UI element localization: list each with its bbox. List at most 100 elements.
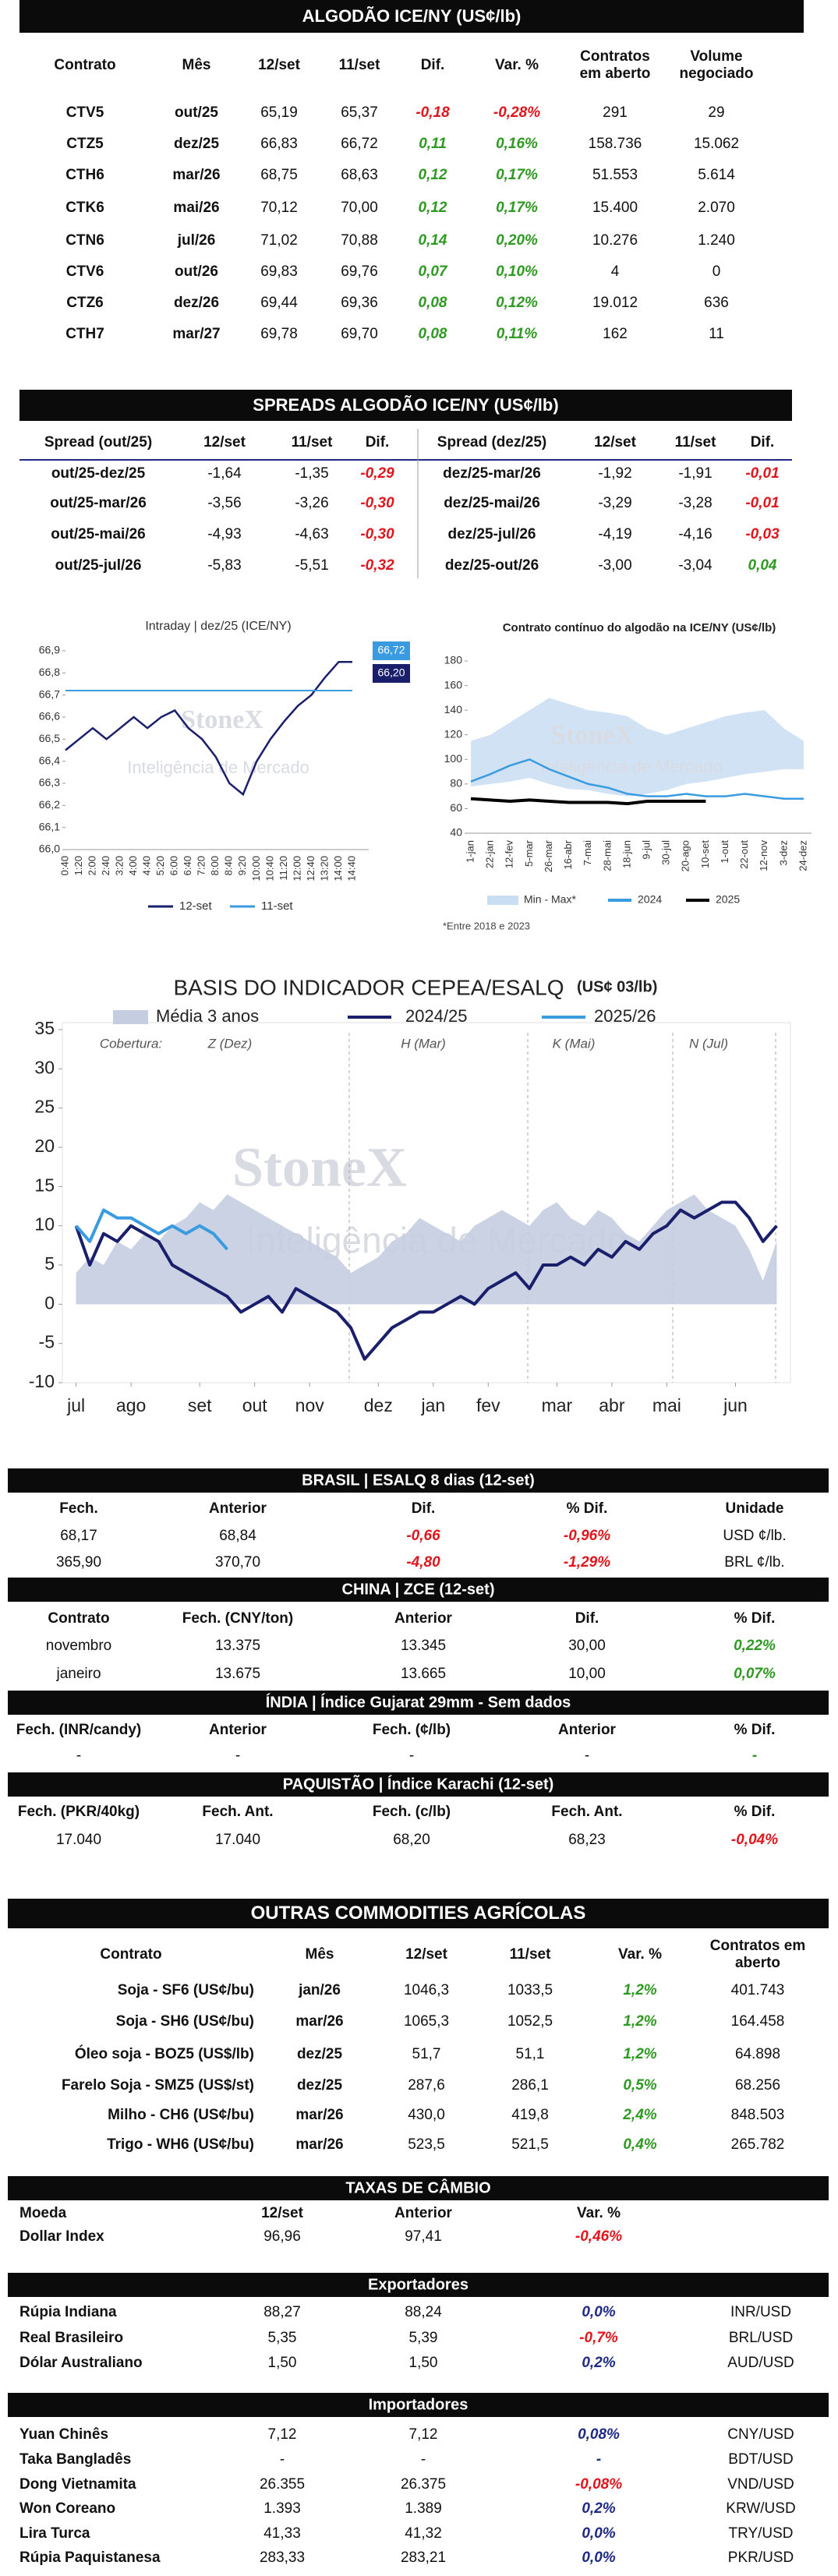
- line-series: [470, 797, 706, 806]
- table-cell: 0,0%: [582, 2304, 616, 2321]
- y-tick-label: 100: [444, 752, 463, 765]
- column-header: Fech. (PKR/40kg): [17, 1804, 140, 1821]
- section-bar: [19, 0, 804, 33]
- table-cell: 68,63: [341, 167, 378, 184]
- table-cell: 13.665: [400, 1666, 447, 1683]
- table-cell: CTZ5: [66, 136, 104, 153]
- table-cell: -5,51: [295, 557, 329, 574]
- table-cell: 283,33: [259, 2549, 306, 2567]
- column-header: Contrato: [54, 57, 116, 74]
- section-title: TAXAS DE CÂMBIO: [345, 2179, 491, 2196]
- table-cell: Lira Turca: [19, 2525, 90, 2542]
- table-cell: -0,18: [415, 104, 450, 122]
- column-header: Contrato: [48, 1610, 110, 1627]
- table-cell: 1.240: [698, 232, 735, 249]
- legend-label: Min - Max*: [524, 893, 576, 906]
- table-cell: 286,1: [511, 2077, 549, 2094]
- x-tick-label: mai: [652, 1395, 681, 1415]
- x-tick-label: 6:40: [182, 856, 193, 875]
- section-bar: [8, 1772, 829, 1797]
- column-header: 12/set: [203, 434, 246, 451]
- column-header: % Dif.: [734, 1610, 776, 1627]
- watermark-brand: StoneX: [181, 705, 263, 734]
- table-cell: 30,00: [568, 1638, 606, 1655]
- y-tick-label: 66,3: [39, 776, 60, 789]
- column-header: Dif.: [365, 434, 390, 451]
- table-cell: 66,72: [341, 136, 378, 153]
- x-tick-label: 24-dez: [797, 840, 808, 871]
- x-tick-label: 14:00: [332, 856, 344, 882]
- table-cell: -0,04%: [730, 1832, 779, 1849]
- x-tick-label: 12:00: [291, 856, 302, 882]
- table-cell: 51,7: [412, 2046, 441, 2063]
- table-cell: 15.400: [592, 200, 638, 217]
- legend-swatch: [113, 1010, 148, 1024]
- table-cell: 70,12: [260, 200, 298, 217]
- table-cell: Rúpia Indiana: [19, 2304, 117, 2321]
- table-cell: 69,70: [341, 326, 378, 343]
- table-cell: 7,12: [267, 2426, 297, 2443]
- table-cell: 283,21: [400, 2549, 447, 2567]
- column-header: Anterior: [394, 2205, 452, 2222]
- x-tick-label: 1-jan: [464, 840, 476, 863]
- table-cell: CTH7: [65, 326, 104, 343]
- column-header: % Dif.: [566, 1500, 608, 1518]
- table-cell: dez/25: [296, 2046, 343, 2063]
- table-cell: -1,29%: [563, 1554, 611, 1571]
- table-cell: 64.898: [734, 2046, 781, 2063]
- table-cell: 4: [610, 263, 620, 281]
- table-cell: 65,37: [341, 104, 378, 122]
- table-cell: 2.070: [698, 200, 735, 217]
- table-cell: 0,11: [419, 136, 447, 153]
- table-cell: -1,91: [678, 465, 712, 482]
- table-cell: out/25-dez/25: [51, 465, 146, 482]
- table-cell: 68,20: [393, 1832, 430, 1849]
- legend-label: 2025: [716, 893, 740, 906]
- y-tick-label: 0: [44, 1292, 55, 1313]
- y-tick-label: 66,8: [39, 666, 60, 678]
- table-cell: 401.743: [730, 1982, 785, 1999]
- column-header: 12/set: [405, 1946, 447, 1963]
- table-cell: -0,30: [360, 526, 394, 543]
- table-cell: 0,0%: [582, 2525, 616, 2542]
- table-cell: -0,08%: [575, 2476, 623, 2493]
- table-cell: 65,19: [260, 104, 298, 122]
- range-band: [471, 698, 804, 797]
- table-cell: -0,46%: [575, 2228, 623, 2246]
- table-cell: 1065,3: [403, 2013, 450, 2030]
- x-tick-label: 16-abr: [562, 839, 574, 869]
- table-cell: dez/25-mar/26: [443, 465, 541, 482]
- table-cell: -: [420, 2451, 426, 2468]
- annotation: 66,72: [377, 644, 405, 656]
- table-cell: 26.355: [259, 2476, 306, 2493]
- y-tick-label: 140: [444, 703, 463, 716]
- table-cell: jul/26: [177, 232, 216, 249]
- y-tick-label: 60: [450, 801, 462, 814]
- section-title: OUTRAS COMMODITIES AGRÍCOLAS: [250, 1903, 586, 1924]
- table-cell: 164.458: [730, 2013, 785, 2030]
- table-cell: CTK6: [65, 200, 104, 217]
- x-tick-label: 8:40: [223, 856, 235, 875]
- x-tick-label: 14:40: [345, 856, 357, 882]
- x-tick-label: 8:00: [209, 856, 221, 875]
- plot-frame: [62, 1022, 791, 1383]
- y-tick-label: -5: [39, 1332, 55, 1352]
- x-tick-label: 4:00: [127, 856, 139, 875]
- table-cell: 88,27: [263, 2304, 301, 2321]
- column-header: Contratos em aberto: [709, 1938, 806, 1971]
- table-cell: CTH6: [65, 167, 104, 184]
- table-cell: -4,19: [598, 526, 632, 543]
- table-cell: 1.389: [405, 2500, 442, 2518]
- table-cell: 69,76: [341, 263, 378, 281]
- x-tick-label: 20-ago: [680, 840, 691, 871]
- table-cell: 71,02: [260, 232, 298, 249]
- table-cell: 1046,3: [403, 1982, 450, 1999]
- x-tick-label: 4:40: [141, 856, 153, 875]
- table-cell: 291: [603, 104, 628, 122]
- table-cell: 0,08: [418, 326, 447, 343]
- table-cell: dez/25-mai/26: [444, 495, 540, 512]
- table-cell: VND/USD: [727, 2476, 794, 2493]
- table-cell: -3,29: [598, 495, 632, 512]
- x-tick-label: 12:40: [305, 856, 316, 882]
